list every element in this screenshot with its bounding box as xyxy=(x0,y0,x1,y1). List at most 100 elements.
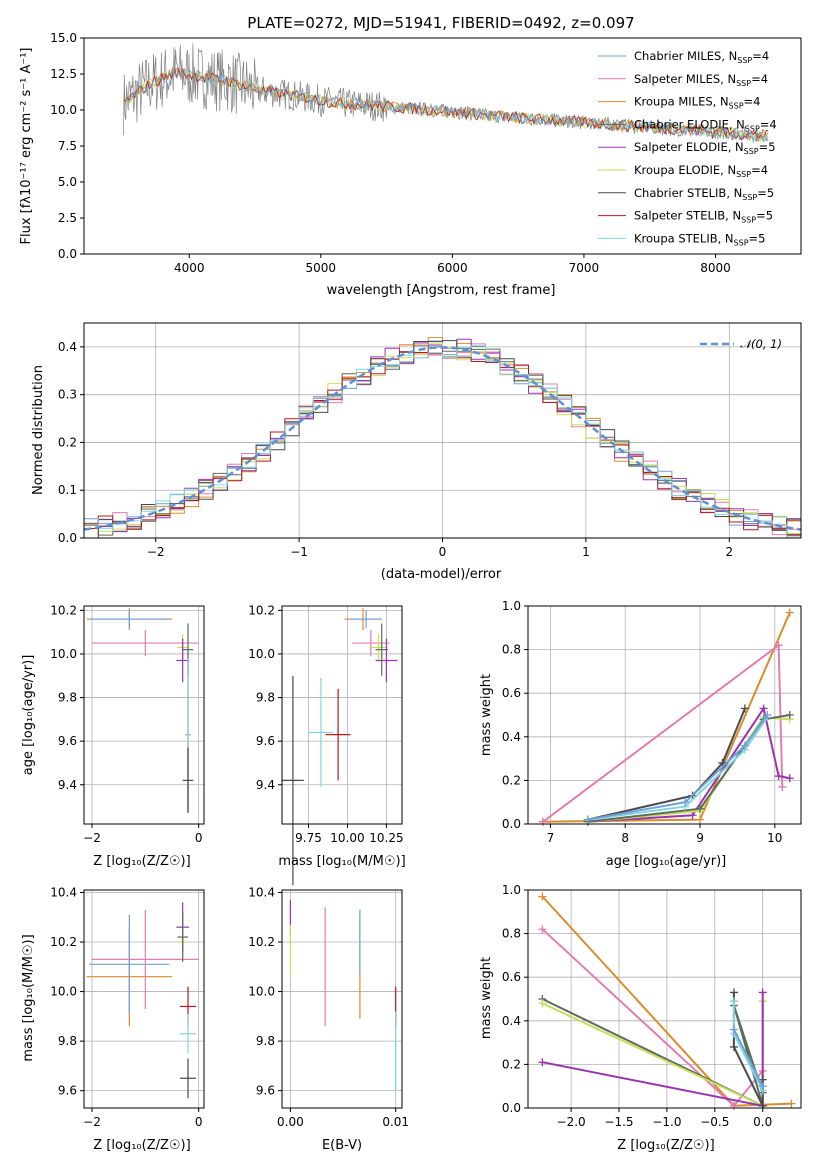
mass-weight-marker xyxy=(774,641,783,650)
y-tick-label: 0.0 xyxy=(502,817,521,831)
x-tick-label: 6000 xyxy=(437,261,468,275)
x-tick-label: 9.75 xyxy=(295,831,322,845)
y-tick-label: 9.4 xyxy=(58,778,77,792)
y-tick-label: 9.6 xyxy=(256,1084,275,1098)
x-tick-label: −2.0 xyxy=(557,1115,586,1129)
massweight-vs-metallicity-panel: −2.0 −1.5 −1.0 −0.5 0.0 0.0 0.2 0.4 0.6 0.8 1.0 Z … xyxy=(479,883,802,1153)
y-tick-label: 10.4 xyxy=(248,885,275,899)
residuals-panel: −2 −1 0 1 2 0.0 0.1 0.2 0.3 0.4 (data-model)/erro… xyxy=(31,322,802,582)
y-tick-label: 0.0 xyxy=(58,531,77,545)
legend-label: Kroupa MILES, NSSP=4 xyxy=(634,95,760,111)
y-tick-label: 0.0 xyxy=(58,247,77,261)
x-tick-label: −1.5 xyxy=(604,1115,633,1129)
y-tick-label: 0.2 xyxy=(58,435,77,449)
mass-weight-marker xyxy=(785,711,794,719)
x-tick-label: 8000 xyxy=(700,261,731,275)
x-tick-label: −0.5 xyxy=(700,1115,729,1129)
y-tick-label: 0.4 xyxy=(502,730,521,744)
legend-label: Salpeter MILES, NSSP=4 xyxy=(634,72,768,88)
age-vs-mass-panel: 9.75 10.00 10.25 9.4 9.6 9.8 10.0 10.2 mass [lo… xyxy=(248,603,406,886)
x-tick-label: 0.01 xyxy=(382,1115,409,1129)
mass-weight-line xyxy=(587,708,746,821)
age-vs-mass-frame xyxy=(281,605,403,825)
spectrum-panel: PLATE=0272, MJD=51941, FIBERID=0492, z=0… xyxy=(19,14,802,298)
model-spectrum-line xyxy=(123,68,769,142)
mass-weight-marker xyxy=(729,1042,738,1051)
mass-weight-marker xyxy=(729,997,738,1006)
x-tick-label: 1 xyxy=(582,545,590,559)
mass-weight-marker xyxy=(763,711,772,719)
spectrum-frame xyxy=(83,37,802,255)
massweight-vs-age-panel: 7 8 9 10 0.0 0.2 0.4 0.6 0.8 1.0 age [log₁₀(age/y… xyxy=(479,599,802,869)
mass-weight-marker xyxy=(759,704,768,713)
x-tick-label: 7 xyxy=(547,831,555,845)
y-tick-label: 10.0 xyxy=(248,647,275,661)
residuals-legend: 𝒩(0, 1) xyxy=(700,337,782,351)
mass-weight-marker xyxy=(729,988,738,997)
x-tick-label: 0.0 xyxy=(753,1115,772,1129)
y-tick-label: 9.6 xyxy=(58,1084,77,1098)
mass-vs-ebv-xlabel: E(B-V) xyxy=(322,1138,362,1153)
mass-weight-marker xyxy=(538,925,547,934)
legend-label: Salpeter ELODIE, NSSP=5 xyxy=(634,140,776,156)
x-tick-label: 10 xyxy=(767,831,782,845)
y-tick-label: 9.8 xyxy=(58,691,77,705)
age-vs-metallicity-panel: −2 0 9.4 9.6 9.8 10.0 10.2 Z [log₁₀(Z/Z☉)] age… xyxy=(21,603,205,869)
y-tick-label: 10.0 xyxy=(248,985,275,999)
mass-weight-marker xyxy=(758,1101,767,1110)
mass-weight-marker xyxy=(785,608,794,617)
spectrum-legend: Chabrier MILES, NSSP=4 Salpeter MILES, NS… xyxy=(598,49,777,247)
legend-label: Chabrier STELIB, NSSP=5 xyxy=(634,186,774,202)
y-tick-label: 0.2 xyxy=(502,1057,521,1071)
residual-histogram-step xyxy=(84,343,801,534)
mass-weight-marker xyxy=(696,815,705,824)
massweight-vs-age-frame xyxy=(527,605,802,825)
y-tick-label: 0.8 xyxy=(502,927,521,941)
mass-weight-line xyxy=(587,714,790,823)
x-tick-label: −1.0 xyxy=(652,1115,681,1129)
x-tick-label: 10.00 xyxy=(330,831,364,845)
mass-weight-marker xyxy=(538,999,547,1008)
y-tick-label: 9.4 xyxy=(256,778,275,792)
y-tick-label: 0.6 xyxy=(502,970,521,984)
mass-weight-marker xyxy=(774,772,783,781)
residual-histogram-step xyxy=(84,345,801,539)
mass-vs-metallicity-xlabel: Z [log₁₀(Z/Z☉)] xyxy=(93,1138,190,1153)
y-tick-label: 0.6 xyxy=(502,686,521,700)
x-tick-label: 8 xyxy=(621,831,629,845)
mass-vs-ebv-panel: 0.00 0.01 9.6 9.8 10.0 10.2 10.4 E(B-V) xyxy=(248,885,409,1153)
mass-vs-ebv-frame xyxy=(281,889,403,1109)
y-tick-label: 15.0 xyxy=(50,31,77,45)
x-tick-label: −2 xyxy=(147,545,165,559)
y-tick-label: 10.0 xyxy=(50,103,77,117)
mass-weight-line xyxy=(587,714,769,821)
massweight-vs-metallicity-xlabel: Z [log₁₀(Z/Z☉)] xyxy=(617,1138,714,1153)
mass-weight-marker xyxy=(740,741,749,750)
massweight-vs-age-xlabel: age [log₁₀(age/yr)] xyxy=(606,854,727,869)
massweight-vs-age-ylabel: mass weight xyxy=(479,674,494,756)
x-tick-label: 5000 xyxy=(306,261,337,275)
y-tick-label: 5.0 xyxy=(58,175,77,189)
y-tick-label: 9.6 xyxy=(58,734,77,748)
y-tick-label: 0.4 xyxy=(502,1014,521,1028)
mass-vs-metallicity-ylabel: mass [log₁₀(M/M☉)] xyxy=(21,934,36,1061)
y-tick-label: 1.0 xyxy=(502,883,521,897)
x-tick-label: −2 xyxy=(83,1115,101,1129)
x-tick-label: 4000 xyxy=(174,261,205,275)
y-tick-label: 10.2 xyxy=(50,935,77,949)
y-tick-label: 0.4 xyxy=(58,340,77,354)
y-tick-label: 0.8 xyxy=(502,643,521,657)
y-tick-label: 10.2 xyxy=(248,935,275,949)
residual-histogram-step xyxy=(84,340,801,539)
y-tick-label: 12.5 xyxy=(50,67,77,81)
mass-vs-metallicity-panel: −2 0 9.6 9.8 10.0 10.2 10.4 Z [log₁₀(Z/Z☉)] ma… xyxy=(21,885,205,1153)
mass-weight-marker xyxy=(758,1082,767,1091)
x-tick-label: 2 xyxy=(725,545,733,559)
y-tick-label: 10.4 xyxy=(50,885,77,899)
mass-weight-marker xyxy=(787,1099,796,1108)
legend-label: Salpeter STELIB, NSSP=5 xyxy=(634,209,773,225)
x-tick-label: 10.25 xyxy=(369,831,403,845)
legend-label: Kroupa ELODIE, NSSP=4 xyxy=(634,163,768,179)
mass-weight-marker xyxy=(681,798,690,807)
legend-label: Chabrier MILES, NSSP=4 xyxy=(634,49,769,65)
